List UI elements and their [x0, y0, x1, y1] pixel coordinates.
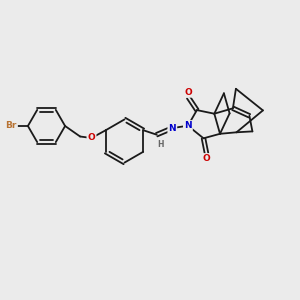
Text: H: H: [157, 140, 164, 149]
Text: Br: Br: [5, 122, 17, 130]
Text: O: O: [202, 154, 210, 163]
Text: N: N: [169, 124, 176, 133]
Text: N: N: [184, 121, 192, 130]
Text: O: O: [88, 134, 95, 142]
Text: O: O: [184, 88, 192, 97]
